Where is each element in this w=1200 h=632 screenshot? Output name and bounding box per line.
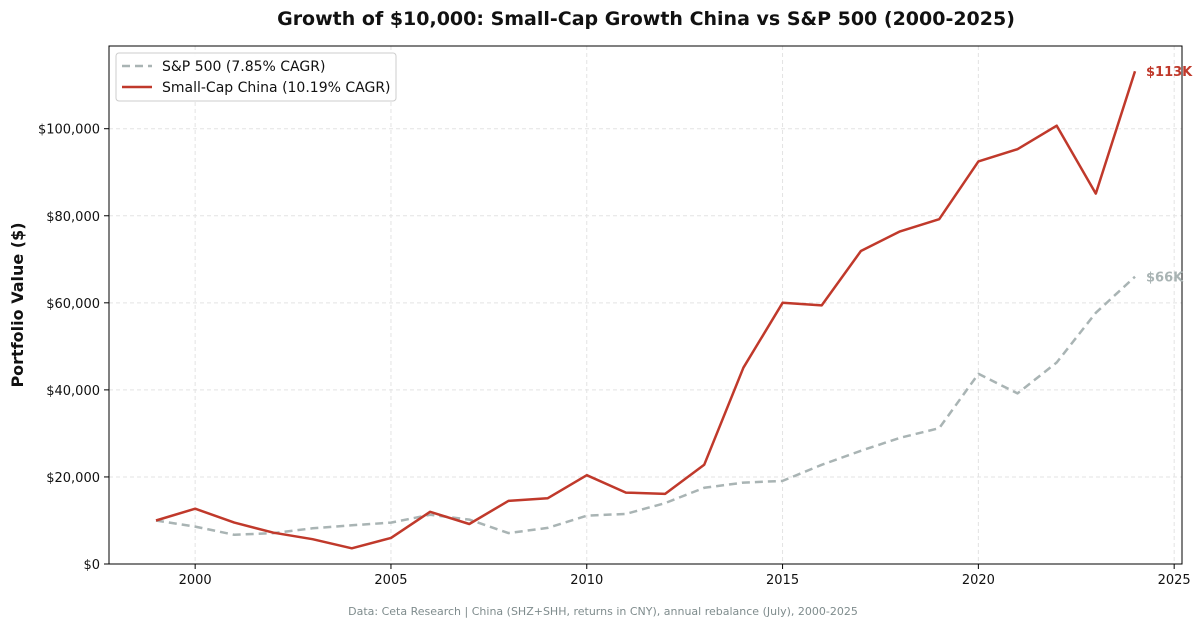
x-tick-label: 2010: [570, 573, 603, 588]
chart-title: Growth of $10,000: Small-Cap Growth Chin…: [277, 8, 1015, 30]
series-line-0: [155, 275, 1136, 537]
y-axis-label: Portfolio Value ($): [8, 222, 27, 387]
plot-frame: [108, 45, 1183, 565]
y-tick-label: $20,000: [46, 471, 100, 486]
end-label-layer: $66K $113K: [1146, 65, 1193, 285]
legend-label: S&P 500 (7.85% CAGR): [162, 59, 325, 75]
x-tick-label: 2015: [766, 573, 799, 588]
legend-label: Small-Cap China (10.19% CAGR): [162, 80, 391, 96]
y-tick-label: $40,000: [46, 384, 100, 399]
footnote: Data: Ceta Research | China (SHZ+SHH, re…: [348, 605, 858, 618]
legend-box: [115, 52, 397, 102]
y-tick-label: $100,000: [38, 123, 100, 138]
series-layer: [155, 70, 1137, 550]
grid: [109, 46, 1182, 565]
y-tick-label: $0: [83, 558, 100, 573]
x-tick-label: 2005: [374, 573, 407, 588]
y-tick-label: $60,000: [46, 297, 100, 312]
x-tick-label: 2000: [179, 573, 212, 588]
end-value-label: $66K: [1146, 271, 1184, 286]
x-tick-label: 2025: [1158, 573, 1191, 588]
tick-layer: 2000 2005 2010 2015 2020 2025 $0 $20,000 $40,000…: [38, 123, 1191, 588]
series-line-1: [155, 70, 1137, 550]
end-value-label: $113K: [1146, 65, 1193, 80]
x-tick-label: 2020: [962, 573, 995, 588]
legend: S&P 500 (7.85% CAGR) Small-Cap China (10.…: [115, 52, 397, 102]
y-tick-label: $80,000: [46, 210, 100, 225]
